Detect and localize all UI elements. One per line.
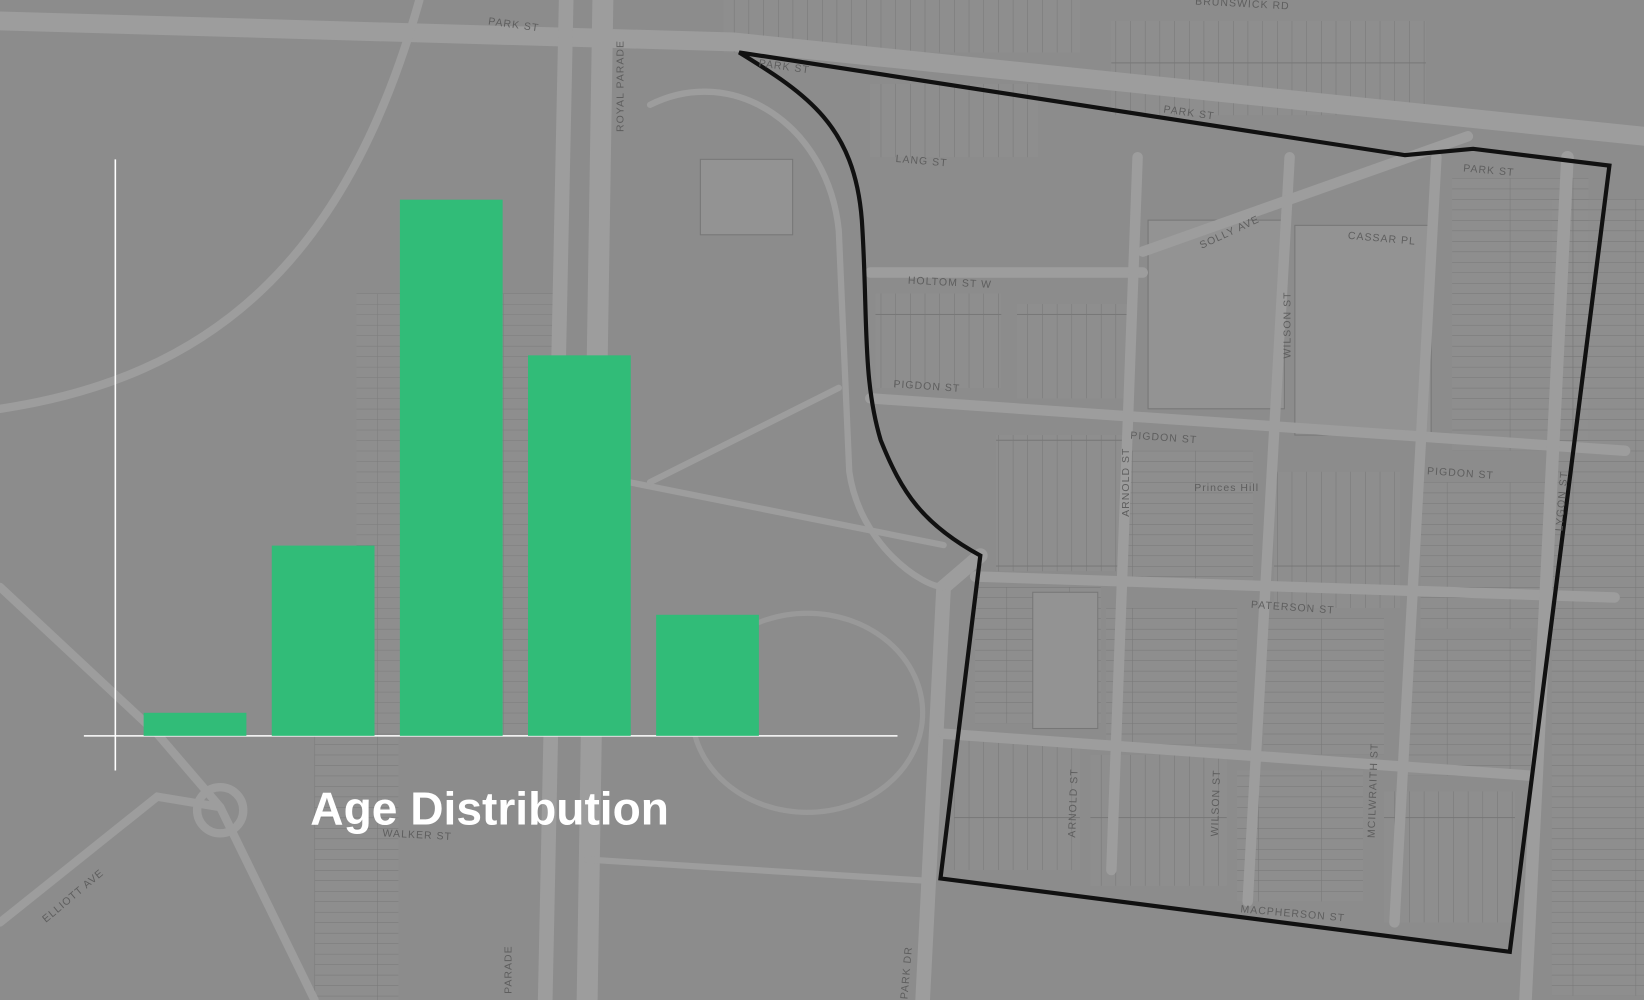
map-label: HOLTOM ST W [908, 276, 993, 291]
bar [399, 199, 503, 736]
map-label: WILSON ST [1210, 769, 1223, 836]
map-label: LANG ST [895, 154, 948, 170]
bar [656, 614, 759, 736]
map-label: PIGDON ST [1427, 466, 1495, 482]
map-label: MCILWRAITH ST [1367, 742, 1381, 838]
map-label: WALKER ST [382, 828, 452, 843]
bar [271, 545, 375, 736]
map-label: WILSON ST [1282, 291, 1293, 358]
map-label: Princes Hill [1194, 483, 1259, 494]
map-label: ROYAL PARADE [615, 40, 626, 132]
bar [143, 712, 247, 736]
map-label: ARNOLD ST [1067, 768, 1080, 838]
map-label: ARNOLD ST [1121, 448, 1132, 517]
map-label: PARK DR [899, 946, 915, 1000]
map-label: PIGDON ST [893, 379, 961, 395]
chart-title: Age Distribution [310, 783, 669, 835]
map-label: PIGDON ST [1130, 431, 1198, 447]
chart: Age Distribution [83, 159, 898, 835]
map-label: LYGON ST [1554, 470, 1570, 531]
suburb-boundary [738, 50, 1612, 955]
map-label: PARADE [503, 945, 514, 994]
bar [528, 355, 631, 736]
map-label: PARK ST [1463, 163, 1515, 178]
